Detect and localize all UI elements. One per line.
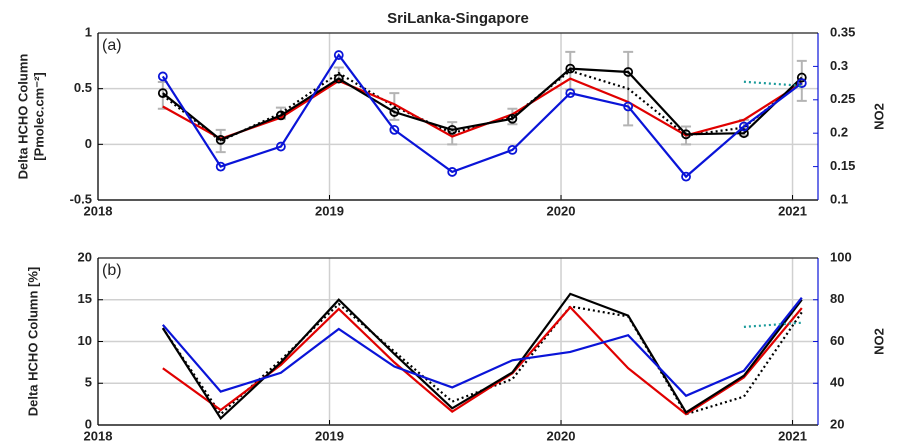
y2-tick-label: 0.1: [830, 191, 848, 206]
panel-label: (b): [102, 262, 122, 279]
y2-axis-label: NO2: [871, 328, 886, 355]
series-marker: [681, 129, 691, 140]
y2-tick-label: 0.35: [830, 24, 855, 39]
series-marker: [157, 88, 168, 99]
y-axis-label: [Pmolec.cm⁻²]: [31, 72, 46, 161]
y2-tick-label: 40: [830, 375, 844, 390]
y2-tick-label: 100: [830, 249, 852, 264]
series-marker: [565, 88, 576, 99]
series-marker: [333, 50, 344, 60]
series-line: [161, 296, 803, 398]
series-line: [161, 302, 803, 416]
series-marker: [796, 72, 807, 83]
series-marker: [507, 144, 518, 155]
y2-tick-label: 0.2: [830, 125, 848, 140]
x-tick-label: 2019: [315, 428, 344, 443]
y2-tick-label: 0.3: [830, 58, 848, 73]
y-tick-label: 0: [85, 416, 92, 431]
panel-label: (a): [102, 37, 122, 54]
series-marker: [739, 121, 749, 132]
series-marker: [389, 124, 400, 135]
y2-tick-label: 20: [830, 416, 844, 431]
series-marker: [215, 161, 226, 172]
x-tick-label: 2018: [84, 428, 113, 443]
x-tick-label: 2019: [315, 203, 344, 218]
y2-tick-label: 60: [830, 333, 844, 348]
x-tick-label: 2020: [547, 203, 576, 218]
y2-tick-label: 80: [830, 291, 844, 306]
y-tick-label: 10: [78, 333, 92, 348]
x-tick-label: 2021: [778, 203, 807, 218]
series-marker: [623, 67, 634, 77]
x-tick-label: 2018: [84, 203, 113, 218]
y-tick-label: 1: [85, 24, 92, 39]
series-marker: [275, 141, 286, 152]
y2-axis-label: NO2: [871, 103, 886, 130]
series-marker: [215, 134, 226, 145]
y-tick-label: 0.5: [74, 80, 92, 95]
y-tick-label: -0.5: [70, 191, 92, 206]
series-marker: [623, 101, 634, 112]
series-marker: [157, 71, 168, 82]
series-marker: [565, 63, 576, 74]
series-marker: [507, 113, 518, 124]
series-marker: [681, 171, 691, 182]
series-line: [161, 53, 803, 179]
x-tick-label: 2021: [778, 428, 807, 443]
series-marker: [447, 124, 458, 135]
y2-tick-label: 0.15: [830, 158, 855, 173]
y-tick-label: 15: [78, 291, 92, 306]
y-axis-label: Delta HCHO Column: [15, 54, 30, 180]
y-tick-label: 0: [85, 136, 92, 151]
series-marker: [739, 128, 749, 139]
y-axis-label: Delta HCHO Column [%]: [25, 267, 40, 417]
y-tick-label: 5: [85, 375, 92, 390]
series-marker: [389, 107, 400, 117]
y2-tick-label: 0.25: [830, 91, 855, 106]
series-marker: [275, 110, 286, 121]
series-marker: [333, 73, 344, 84]
y-tick-label: 20: [78, 249, 92, 264]
chart-title: SriLanka-Singapore: [387, 10, 529, 27]
series-line: [162, 67, 803, 142]
series-line: [162, 305, 803, 416]
series-marker: [796, 78, 807, 88]
x-tick-label: 2020: [547, 428, 576, 443]
series-line: [162, 77, 803, 140]
series-line: [161, 292, 803, 421]
series-marker: [447, 167, 458, 177]
